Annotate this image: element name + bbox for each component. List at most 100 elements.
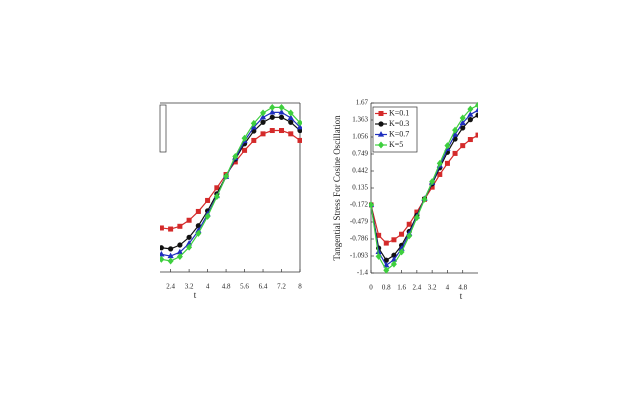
marker bbox=[160, 225, 164, 231]
legend-marker bbox=[377, 131, 385, 137]
x-tick-label: 2.4 bbox=[166, 283, 175, 291]
y-tick-label: -0.786 bbox=[350, 235, 369, 243]
marker bbox=[406, 232, 413, 240]
x-axis-label: t bbox=[460, 291, 463, 301]
x-tick-label: 4 bbox=[446, 284, 450, 292]
marker bbox=[297, 119, 302, 127]
marker bbox=[413, 214, 420, 222]
y-tick-label: 1.056 bbox=[352, 133, 368, 141]
marker bbox=[250, 119, 257, 127]
marker bbox=[204, 212, 211, 220]
marker bbox=[279, 128, 285, 134]
marker bbox=[399, 231, 405, 237]
marker bbox=[429, 178, 436, 186]
marker bbox=[297, 137, 302, 143]
marker bbox=[287, 114, 294, 120]
marker bbox=[213, 193, 220, 201]
marker bbox=[168, 246, 174, 252]
marker bbox=[467, 111, 474, 117]
series-line bbox=[161, 106, 301, 262]
marker bbox=[459, 114, 466, 122]
y-tick-label: -1.4 bbox=[357, 269, 369, 277]
marker bbox=[475, 101, 478, 109]
marker bbox=[467, 117, 473, 123]
marker bbox=[278, 114, 285, 120]
marker bbox=[452, 126, 459, 134]
y-tick-label: 1.67 bbox=[356, 99, 369, 107]
marker bbox=[278, 103, 285, 111]
marker bbox=[269, 128, 275, 134]
marker bbox=[242, 147, 248, 153]
x-tick-label: 1.6 bbox=[397, 284, 406, 292]
marker bbox=[259, 113, 267, 120]
x-tick-label: 8 bbox=[298, 283, 302, 291]
x-tick-label: 0 bbox=[369, 284, 373, 292]
marker bbox=[251, 137, 257, 143]
x-tick-label: 4.8 bbox=[458, 284, 467, 292]
legend-marker bbox=[378, 121, 384, 127]
marker bbox=[375, 252, 382, 260]
x-tick-label: 4 bbox=[206, 283, 210, 291]
marker bbox=[177, 223, 183, 229]
marker bbox=[467, 105, 474, 113]
marker bbox=[241, 134, 248, 142]
marker bbox=[195, 208, 201, 214]
marker bbox=[398, 248, 405, 256]
marker bbox=[475, 112, 478, 118]
x-tick-label: 4.8 bbox=[222, 283, 231, 291]
marker bbox=[452, 150, 458, 156]
marker bbox=[406, 221, 412, 227]
legend-marker bbox=[378, 141, 384, 149]
marker bbox=[460, 125, 466, 131]
marker bbox=[437, 171, 443, 177]
legend-box-cut bbox=[159, 104, 167, 153]
marker bbox=[232, 152, 239, 160]
marker bbox=[195, 230, 202, 237]
x-tick-label: 2.4 bbox=[412, 284, 421, 292]
marker bbox=[260, 109, 267, 117]
marker bbox=[269, 114, 275, 120]
y-axis-label: Tangential Stress For Cosine Oscillation bbox=[332, 115, 342, 261]
marker bbox=[269, 108, 276, 115]
marker bbox=[186, 243, 193, 251]
legend-label: K=5 bbox=[389, 140, 403, 149]
marker bbox=[475, 132, 478, 138]
x-tick-label: 3.2 bbox=[185, 283, 194, 291]
y-tick-label: -0.479 bbox=[350, 218, 369, 226]
legend-label: K=0.1 bbox=[389, 108, 409, 117]
marker bbox=[287, 109, 294, 117]
marker bbox=[223, 172, 230, 180]
marker bbox=[269, 103, 276, 111]
marker bbox=[260, 131, 266, 137]
marker bbox=[383, 240, 389, 246]
x-axis-label: t bbox=[194, 290, 197, 300]
marker bbox=[288, 119, 294, 125]
marker bbox=[167, 257, 174, 265]
y-tick-label: 1.363 bbox=[352, 116, 368, 124]
marker bbox=[186, 217, 192, 223]
marker bbox=[160, 245, 164, 251]
marker bbox=[391, 237, 397, 243]
marker bbox=[186, 234, 192, 240]
marker bbox=[288, 131, 294, 137]
marker bbox=[176, 253, 183, 261]
marker bbox=[177, 242, 183, 248]
x-tick-label: 0.8 bbox=[382, 284, 391, 292]
marker bbox=[168, 226, 174, 232]
y-tick-label: -1.093 bbox=[350, 252, 369, 260]
marker bbox=[444, 160, 450, 166]
marker bbox=[474, 106, 478, 113]
marker bbox=[390, 260, 397, 268]
marker bbox=[460, 143, 466, 149]
marker bbox=[421, 195, 428, 203]
marker bbox=[444, 142, 451, 150]
legend-marker bbox=[378, 111, 384, 117]
marker bbox=[214, 185, 220, 191]
x-tick-label: 7.2 bbox=[277, 283, 286, 291]
plot-area bbox=[369, 101, 478, 274]
y-tick-label: 0.749 bbox=[352, 150, 368, 158]
x-tick-label: 3.2 bbox=[428, 284, 437, 292]
marker bbox=[467, 137, 473, 143]
x-tick-label: 5.6 bbox=[240, 283, 249, 291]
